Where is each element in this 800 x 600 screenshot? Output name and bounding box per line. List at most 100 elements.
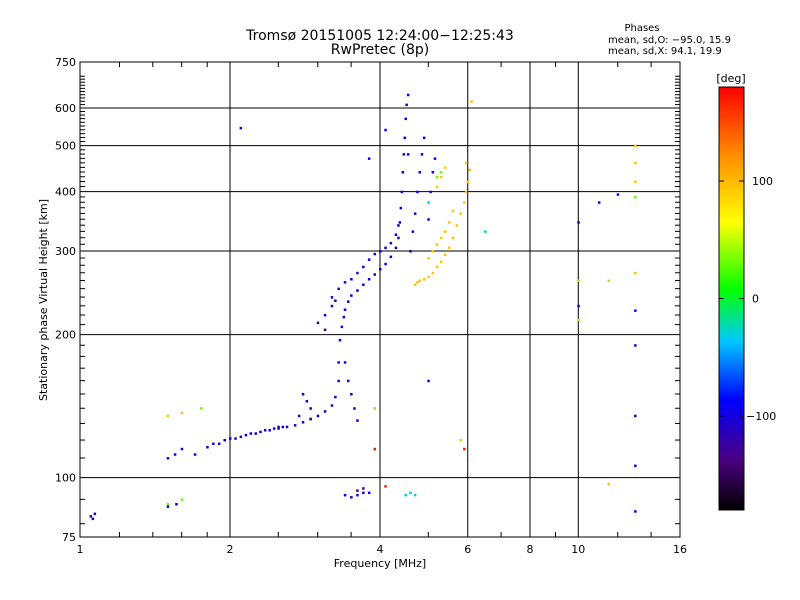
data-point bbox=[200, 407, 203, 410]
data-point bbox=[340, 325, 344, 329]
data-point bbox=[323, 410, 327, 413]
data-point bbox=[384, 128, 387, 132]
data-point bbox=[616, 193, 620, 196]
data-point bbox=[439, 236, 443, 240]
data-point bbox=[404, 493, 407, 497]
data-point bbox=[180, 411, 184, 415]
data-point bbox=[367, 491, 371, 495]
y-tick-label: 300 bbox=[55, 245, 76, 258]
data-point bbox=[330, 304, 334, 308]
data-point bbox=[223, 439, 226, 442]
data-point bbox=[362, 265, 365, 269]
data-point bbox=[443, 230, 447, 233]
data-point bbox=[249, 432, 253, 435]
data-point bbox=[337, 287, 340, 291]
x-axis-label: Frequency [MHz] bbox=[334, 557, 426, 570]
data-point bbox=[435, 185, 439, 189]
data-point bbox=[343, 361, 347, 364]
data-point bbox=[337, 379, 340, 383]
data-point bbox=[466, 180, 470, 184]
data-point bbox=[93, 512, 97, 516]
colorbar-tick-label: 100 bbox=[752, 175, 773, 188]
data-point bbox=[373, 407, 376, 410]
chart-title: Tromsø 20151005 12:24:00−12:25:43 bbox=[245, 28, 514, 44]
y-tick-label: 600 bbox=[55, 102, 76, 115]
data-point bbox=[384, 262, 387, 266]
data-point bbox=[464, 190, 468, 194]
data-point bbox=[413, 493, 417, 497]
data-point bbox=[411, 230, 415, 233]
data-point bbox=[413, 212, 417, 215]
data-point bbox=[343, 308, 347, 311]
data-point bbox=[330, 296, 334, 299]
data-point bbox=[405, 103, 408, 107]
data-point bbox=[418, 171, 421, 174]
data-point bbox=[416, 190, 419, 194]
data-point bbox=[367, 258, 371, 261]
data-point bbox=[350, 278, 353, 281]
data-point bbox=[459, 212, 462, 215]
data-point bbox=[403, 136, 406, 140]
data-point bbox=[607, 279, 610, 282]
data-point bbox=[451, 209, 455, 213]
data-point bbox=[212, 442, 215, 445]
data-point bbox=[301, 421, 305, 424]
colorbar-tick-label: −100 bbox=[746, 410, 776, 423]
x-tick-label: 4 bbox=[377, 543, 384, 556]
data-point bbox=[356, 289, 359, 292]
data-point bbox=[180, 498, 184, 501]
colorbar-label: [deg] bbox=[716, 72, 745, 85]
data-point bbox=[239, 435, 243, 439]
data-point bbox=[409, 250, 412, 253]
data-point bbox=[305, 400, 309, 403]
data-point bbox=[439, 260, 443, 264]
data-point bbox=[463, 447, 466, 451]
data-point bbox=[362, 487, 365, 490]
data-point bbox=[268, 429, 271, 432]
data-point bbox=[297, 414, 301, 418]
data-point bbox=[577, 318, 580, 322]
data-point bbox=[389, 241, 393, 245]
data-point bbox=[384, 485, 387, 488]
data-point bbox=[427, 275, 430, 279]
x-tick-label: 8 bbox=[527, 543, 534, 556]
data-point bbox=[217, 442, 221, 445]
x-tick-label: 10 bbox=[571, 543, 585, 556]
data-point bbox=[634, 195, 637, 199]
data-point bbox=[206, 446, 209, 449]
data-point bbox=[397, 236, 400, 240]
data-point bbox=[384, 246, 387, 250]
x-tick-label: 16 bbox=[673, 543, 687, 556]
data-point bbox=[254, 432, 257, 435]
data-point bbox=[447, 221, 451, 224]
data-point bbox=[439, 171, 443, 174]
data-point bbox=[427, 257, 430, 260]
plot-frame bbox=[79, 61, 681, 538]
data-point bbox=[272, 427, 276, 430]
data-point bbox=[277, 427, 280, 430]
data-point bbox=[316, 414, 320, 418]
data-point bbox=[389, 255, 393, 259]
phases-o-stats: mean, sd,O: −95.0, 15.9 bbox=[608, 35, 731, 46]
data-point bbox=[429, 190, 432, 194]
data-point bbox=[91, 517, 95, 521]
grid-lines bbox=[80, 62, 680, 537]
data-point bbox=[309, 407, 312, 410]
data-point bbox=[447, 246, 451, 250]
data-point bbox=[577, 304, 580, 308]
data-point bbox=[577, 279, 580, 282]
data-point bbox=[451, 236, 455, 240]
data-point bbox=[597, 201, 601, 204]
data-point bbox=[229, 437, 232, 440]
phases-header: Phases bbox=[624, 23, 659, 34]
data-point bbox=[350, 393, 353, 396]
data-point bbox=[577, 221, 580, 224]
data-point bbox=[234, 437, 237, 440]
data-point bbox=[337, 361, 340, 364]
data-point bbox=[422, 278, 426, 281]
data-point bbox=[401, 171, 405, 174]
y-tick-label: 75 bbox=[62, 531, 76, 544]
data-point bbox=[334, 395, 337, 399]
data-point bbox=[180, 447, 184, 451]
